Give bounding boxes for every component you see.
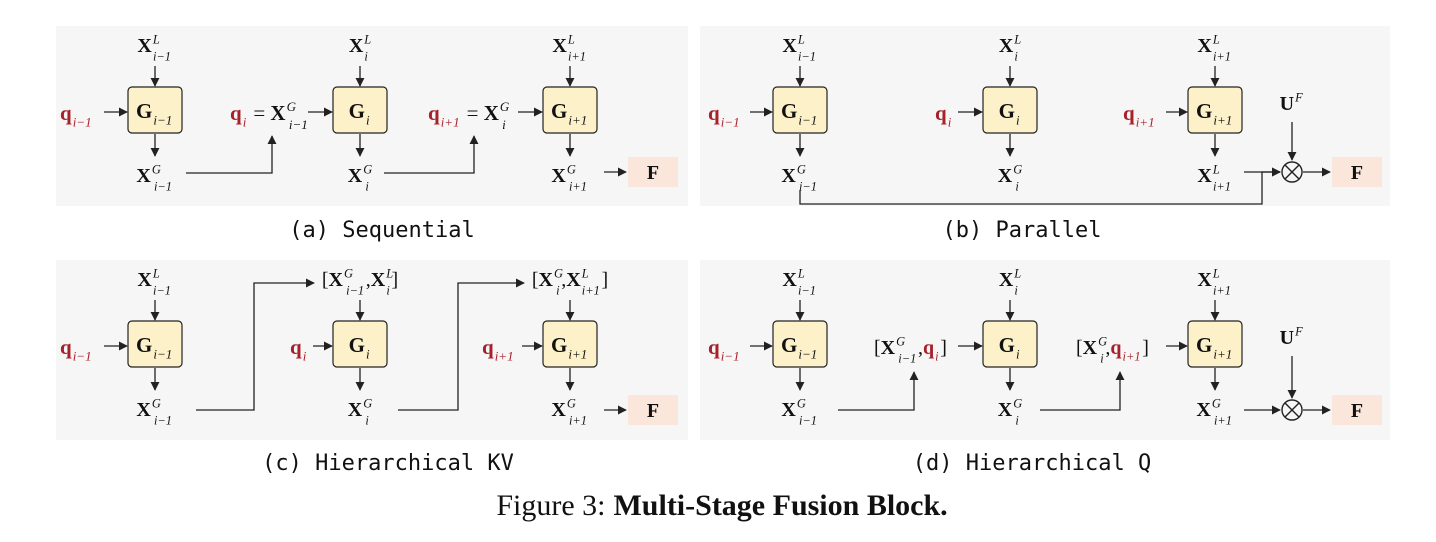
caption-sequential: (a) Sequential bbox=[289, 218, 474, 243]
seq-block-1-box bbox=[332, 86, 388, 134]
seq-block-2-box bbox=[542, 86, 598, 134]
par-block-0: Gi−1 bbox=[781, 99, 819, 128]
hkv-query-1: qi bbox=[290, 335, 308, 364]
hkv-concat-2: [XG i ,XL i+1 ] bbox=[532, 267, 608, 298]
hq-fusion-otimes bbox=[1281, 399, 1303, 421]
hkv-block-2-box bbox=[542, 320, 598, 368]
hq-chain-1 bbox=[1040, 371, 1125, 411]
hq-chain-0 bbox=[838, 371, 919, 411]
figure-number: Figure 3: bbox=[496, 489, 605, 522]
seq-block-1: Gi bbox=[349, 99, 372, 128]
hq-x-local-1: XL i bbox=[999, 267, 1021, 298]
hkv-output-f-box bbox=[628, 395, 678, 425]
hq-block-2-box bbox=[1187, 320, 1243, 368]
hq-block-0: Gi−1 bbox=[781, 333, 819, 362]
par-x-local-1: XL i bbox=[999, 33, 1021, 64]
par-x-local-2: XL i+1 bbox=[1197, 33, 1232, 64]
hkv-x-global-1: XG i bbox=[348, 397, 372, 428]
hq-output-f-box bbox=[1332, 395, 1382, 425]
hkv-chain-1 bbox=[398, 278, 525, 411]
hq-x-global-0: XG i−1 bbox=[781, 397, 818, 428]
hq-block-2: Gi+1 bbox=[1196, 333, 1234, 362]
hkv-block-0-box bbox=[127, 320, 183, 368]
hq-block-1-box bbox=[982, 320, 1038, 368]
seq-x-local-1: XL i bbox=[349, 33, 371, 64]
seq-block-0-box bbox=[127, 86, 183, 134]
hq-query-concat-2: [XG i ,qi+1 ] bbox=[1076, 335, 1149, 366]
hq-block-0-box bbox=[772, 320, 828, 368]
hkv-chain-0 bbox=[196, 278, 315, 411]
par-output-f: F bbox=[1351, 162, 1363, 184]
hkv-x-local-0: XL i−1 bbox=[137, 267, 172, 298]
seq-chain-1 bbox=[384, 135, 479, 174]
hkv-block-1: Gi bbox=[349, 333, 372, 362]
seq-x-local-0: XL i−1 bbox=[137, 33, 172, 64]
par-output-f-box bbox=[1332, 157, 1382, 187]
seq-output-f: F bbox=[647, 162, 659, 184]
hq-x-global-1: XG i bbox=[998, 397, 1022, 428]
hkv-block-1-box bbox=[332, 320, 388, 368]
hq-query-concat-1: [XG i−1 ,qi ] bbox=[874, 335, 947, 366]
seq-chain-0 bbox=[186, 135, 277, 174]
par-x-out-1: XG i bbox=[998, 163, 1022, 194]
hkv-x-global-2: XG i+1 bbox=[551, 397, 588, 428]
par-query-1: qi bbox=[935, 101, 953, 130]
hkv-query-0: qi−1 bbox=[60, 335, 93, 364]
par-u-f: UF bbox=[1280, 91, 1305, 115]
par-fusion-otimes bbox=[1281, 161, 1303, 183]
caption-hierarchical-kv: (c) Hierarchical KV bbox=[262, 451, 514, 476]
seq-query-1: qi = XG i−1 bbox=[230, 99, 310, 132]
par-x-out-2: XL i+1 bbox=[1197, 163, 1232, 194]
hq-query-0: qi−1 bbox=[708, 335, 741, 364]
seq-block-2: Gi+1 bbox=[551, 99, 589, 128]
figure-caption: Figure 3: Multi-Stage Fusion Block. bbox=[496, 489, 947, 522]
hkv-block-0: Gi−1 bbox=[136, 333, 174, 362]
seq-block-0: Gi−1 bbox=[136, 99, 174, 128]
hkv-x-global-0: XG i−1 bbox=[136, 397, 173, 428]
seq-x-local-2: XL i+1 bbox=[552, 33, 587, 64]
hkv-block-2: Gi+1 bbox=[551, 333, 589, 362]
seq-output-f-box bbox=[628, 157, 678, 187]
hq-block-1: Gi bbox=[999, 333, 1022, 362]
hq-u-f: UF bbox=[1280, 325, 1305, 349]
caption-hierarchical-q: (d) Hierarchical Q bbox=[913, 451, 1151, 476]
par-x-local-0: XL i−1 bbox=[782, 33, 817, 64]
seq-x-global-2: XG i+1 bbox=[551, 163, 588, 194]
seq-x-global-1: XG i bbox=[348, 163, 372, 194]
hkv-output-f: F bbox=[647, 400, 659, 422]
par-query-0: qi−1 bbox=[708, 101, 741, 130]
seq-query-2: qi+1 = XG i bbox=[428, 99, 510, 132]
par-block-0-box bbox=[772, 86, 828, 134]
hkv-query-2: qi+1 bbox=[482, 335, 515, 364]
par-query-2: qi+1 bbox=[1123, 101, 1156, 130]
figure-title: Multi-Stage Fusion Block. bbox=[613, 489, 947, 522]
hkv-concat-1: [XG i−1 ,XL i ] bbox=[322, 267, 398, 298]
hq-output-f: F bbox=[1351, 400, 1363, 422]
par-block-2: Gi+1 bbox=[1196, 99, 1234, 128]
par-x-out-0: XG i−1 bbox=[781, 163, 818, 194]
hq-x-global-2: XG i+1 bbox=[1196, 397, 1233, 428]
seq-query-0: qi−1 bbox=[60, 101, 93, 130]
par-block-1: Gi bbox=[999, 99, 1022, 128]
hq-x-local-2: XL i+1 bbox=[1197, 267, 1232, 298]
caption-parallel: (b) Parallel bbox=[943, 218, 1102, 243]
hq-x-local-0: XL i−1 bbox=[782, 267, 817, 298]
par-block-2-box bbox=[1187, 86, 1243, 134]
par-block-1-box bbox=[982, 86, 1038, 134]
seq-x-global-0: XG i−1 bbox=[136, 163, 173, 194]
